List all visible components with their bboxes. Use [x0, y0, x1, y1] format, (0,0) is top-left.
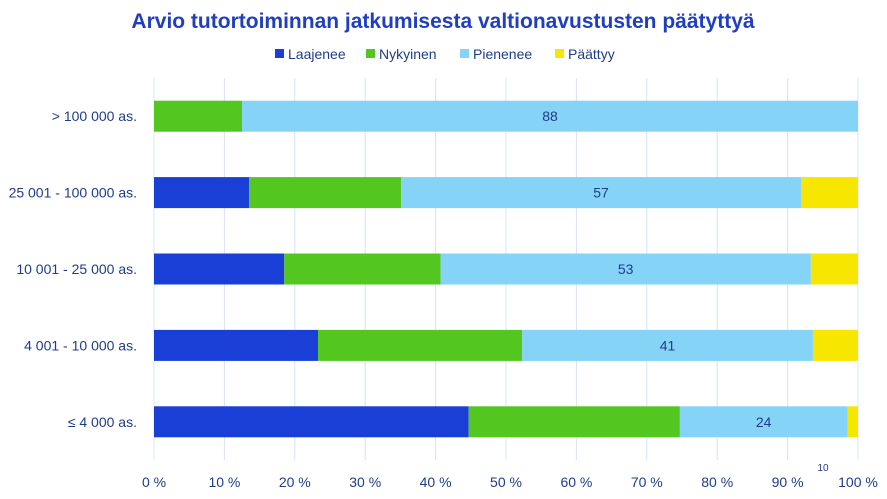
bar-segment-pienenee [522, 329, 813, 361]
legend-label: Laajenee [288, 46, 346, 62]
x-tick-label: 0 % [142, 474, 166, 490]
bar-segment-päättyy [812, 329, 858, 361]
x-tick-label: 10 % [208, 474, 240, 490]
category-labels: > 100 000 as. 25 001 - 100 000 as. 10 001 … [9, 108, 137, 430]
bar-segment-nykyinen [249, 177, 402, 209]
bars: 88 57 53 41 24 [154, 100, 858, 438]
x-tick-label: 80 % [701, 474, 733, 490]
category-label: > 100 000 as. [52, 108, 137, 124]
data-label: 41 [660, 337, 676, 353]
bar-segment-pienenee [679, 406, 848, 438]
x-tick-label: 90 % [772, 474, 804, 490]
data-label: 88 [542, 108, 558, 124]
note-label: 10 [817, 463, 829, 474]
legend-swatch-laajenee [275, 49, 284, 58]
bar-segment-nykyinen [468, 406, 680, 438]
legend-label: Pienenee [473, 46, 532, 62]
category-label: 4 001 - 10 000 as. [24, 337, 137, 353]
data-label: 53 [618, 261, 634, 277]
bar-segment-päättyy [810, 253, 858, 285]
bar-segment-laajenee [154, 406, 469, 438]
legend-label: Nykyinen [379, 46, 437, 62]
bar-segment-nykyinen [318, 329, 523, 361]
category-label: 25 001 - 100 000 as. [9, 185, 137, 201]
bar-segment-päättyy [800, 177, 858, 209]
bar-segment-laajenee [154, 329, 319, 361]
bar-segment-nykyinen [284, 253, 441, 285]
chart-title: Arvio tutortoiminnan jatkumisesta valtio… [131, 10, 754, 33]
legend-swatch-nykyinen [366, 49, 375, 58]
bar-segment-pienenee [401, 177, 801, 209]
x-tick-label: 50 % [490, 474, 522, 490]
legend-swatch-pienenee [460, 49, 469, 58]
bar-segment-laajenee [154, 177, 250, 209]
x-tick-label: 40 % [420, 474, 452, 490]
category-label: 10 001 - 25 000 as. [16, 261, 137, 277]
bar-segment-laajenee [154, 253, 285, 285]
x-tick-label: 100 % [838, 474, 878, 490]
x-tick-label: 70 % [631, 474, 663, 490]
legend-swatch-päättyy [555, 49, 564, 58]
legend: Laajenee Nykyinen Pienenee Päättyy [275, 46, 615, 62]
bar-segment-pienenee [440, 253, 811, 285]
x-axis-tick-labels: 0 % 10 % 20 % 30 % 40 % 50 % 60 % 70 % 80 % 90 % 1… [142, 474, 878, 490]
legend-label: Päättyy [568, 46, 615, 62]
data-label: 24 [756, 414, 772, 430]
x-tick-label: 30 % [349, 474, 381, 490]
data-label: 57 [593, 185, 609, 201]
bar-segment-nykyinen [154, 100, 242, 132]
x-tick-label: 20 % [279, 474, 311, 490]
x-tick-label: 60 % [560, 474, 592, 490]
bar-segment-pienenee [242, 100, 858, 132]
category-label: ≤ 4 000 as. [68, 414, 137, 430]
bar-segment-päättyy [847, 406, 858, 438]
